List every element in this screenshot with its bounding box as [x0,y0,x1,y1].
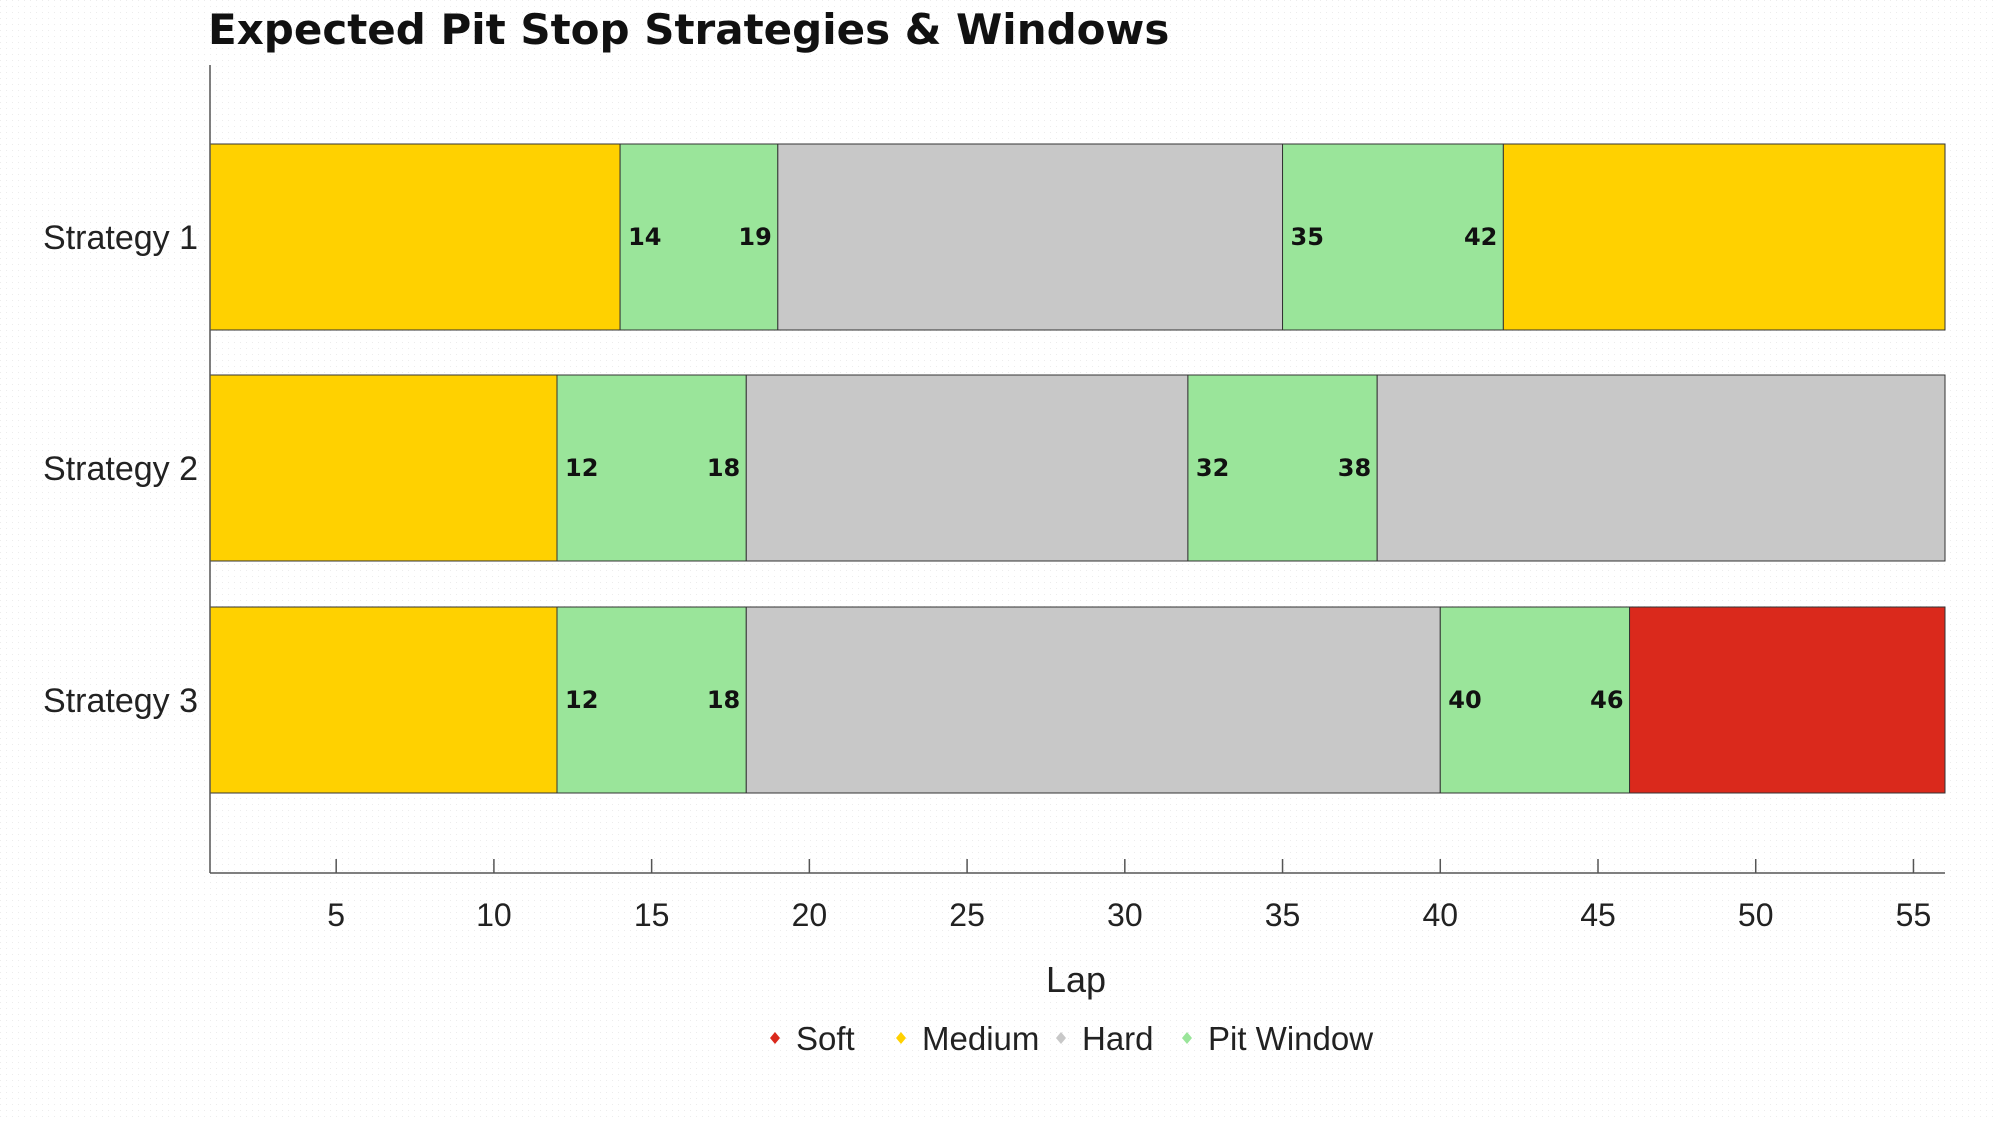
strategy-row-2: 12 18 32 38 [209,374,1946,562]
bar-segment-pit-window [1439,606,1631,794]
legend: Soft Medium Hard Pit Window [770,1020,1373,1057]
legend-marker [896,1032,906,1044]
bar-segment-medium [1502,143,1946,331]
pit-window-end-label: 38 [1338,454,1371,482]
bar-segment-hard [777,143,1284,331]
bar-segment-medium [209,606,558,794]
x-tick-label-30: 30 [1107,897,1143,933]
pit-window-end-label: 18 [707,686,740,714]
pit-window-end-label: 46 [1590,686,1623,714]
x-tick-label-25: 25 [949,897,985,933]
x-tick-label-35: 35 [1265,897,1301,933]
bar-segment-medium [209,143,621,331]
legend-label: Pit Window [1208,1020,1373,1057]
legend-label: Medium [922,1020,1039,1057]
bar-segment-hard [745,374,1189,562]
legend-item-hard: Hard [1056,1020,1154,1057]
pit-window-start-label: 40 [1448,686,1481,714]
bar-segment-pit-window [1282,143,1504,331]
legend-item-soft: Soft [770,1020,855,1057]
bars-layer: 14 19 35 42 12 18 32 38 12 18 40 46 [209,143,1946,794]
bar-segment-pit-window [1187,374,1378,562]
chart-title: Expected Pit Stop Strategies & Windows [208,5,1169,54]
legend-marker [1056,1032,1066,1044]
y-label-strategy-3: Strategy 3 [43,682,198,720]
legend-item-medium: Medium [896,1020,1039,1057]
x-axis-label: Lap [1046,959,1106,1000]
x-tick-label-55: 55 [1896,897,1932,933]
x-tick-label-40: 40 [1422,897,1458,933]
bar-segment-pit-window [619,143,779,331]
bar-segment-pit-window [556,606,747,794]
x-tick-label-50: 50 [1738,897,1774,933]
legend-marker [770,1032,780,1044]
y-label-strategy-2: Strategy 2 [43,450,198,488]
bar-segment-pit-window [556,374,747,562]
y-label-strategy-1: Strategy 1 [43,219,198,257]
y-axis-labels: Strategy 1 Strategy 2 Strategy 3 [43,219,198,720]
strategy-row-3: 12 18 40 46 [209,606,1946,794]
pit-window-start-label: 35 [1291,223,1324,251]
bar-segment-hard [745,606,1441,794]
x-tick-label-10: 10 [476,897,512,933]
pit-window-start-label: 32 [1196,454,1229,482]
x-tick-label-20: 20 [792,897,828,933]
pit-window-end-label: 42 [1464,223,1497,251]
x-tick-label-45: 45 [1580,897,1616,933]
bar-segment-hard [1376,374,1946,562]
bar-segment-medium [209,374,558,562]
legend-label: Hard [1082,1020,1154,1057]
pit-window-start-label: 14 [628,223,661,251]
legend-label: Soft [796,1020,855,1057]
x-axis: 5 10 15 20 25 30 35 40 45 50 55 [209,65,1945,933]
x-tick-label-5: 5 [327,897,345,933]
bar-segment-soft [1629,606,1946,794]
legend-item-pit-window: Pit Window [1182,1020,1373,1057]
legend-marker [1182,1032,1192,1044]
pit-window-end-label: 19 [738,223,771,251]
pit-window-end-label: 18 [707,454,740,482]
pit-window-start-label: 12 [565,686,598,714]
strategy-row-1: 14 19 35 42 [209,143,1946,331]
pit-window-start-label: 12 [565,454,598,482]
x-tick-label-15: 15 [634,897,670,933]
